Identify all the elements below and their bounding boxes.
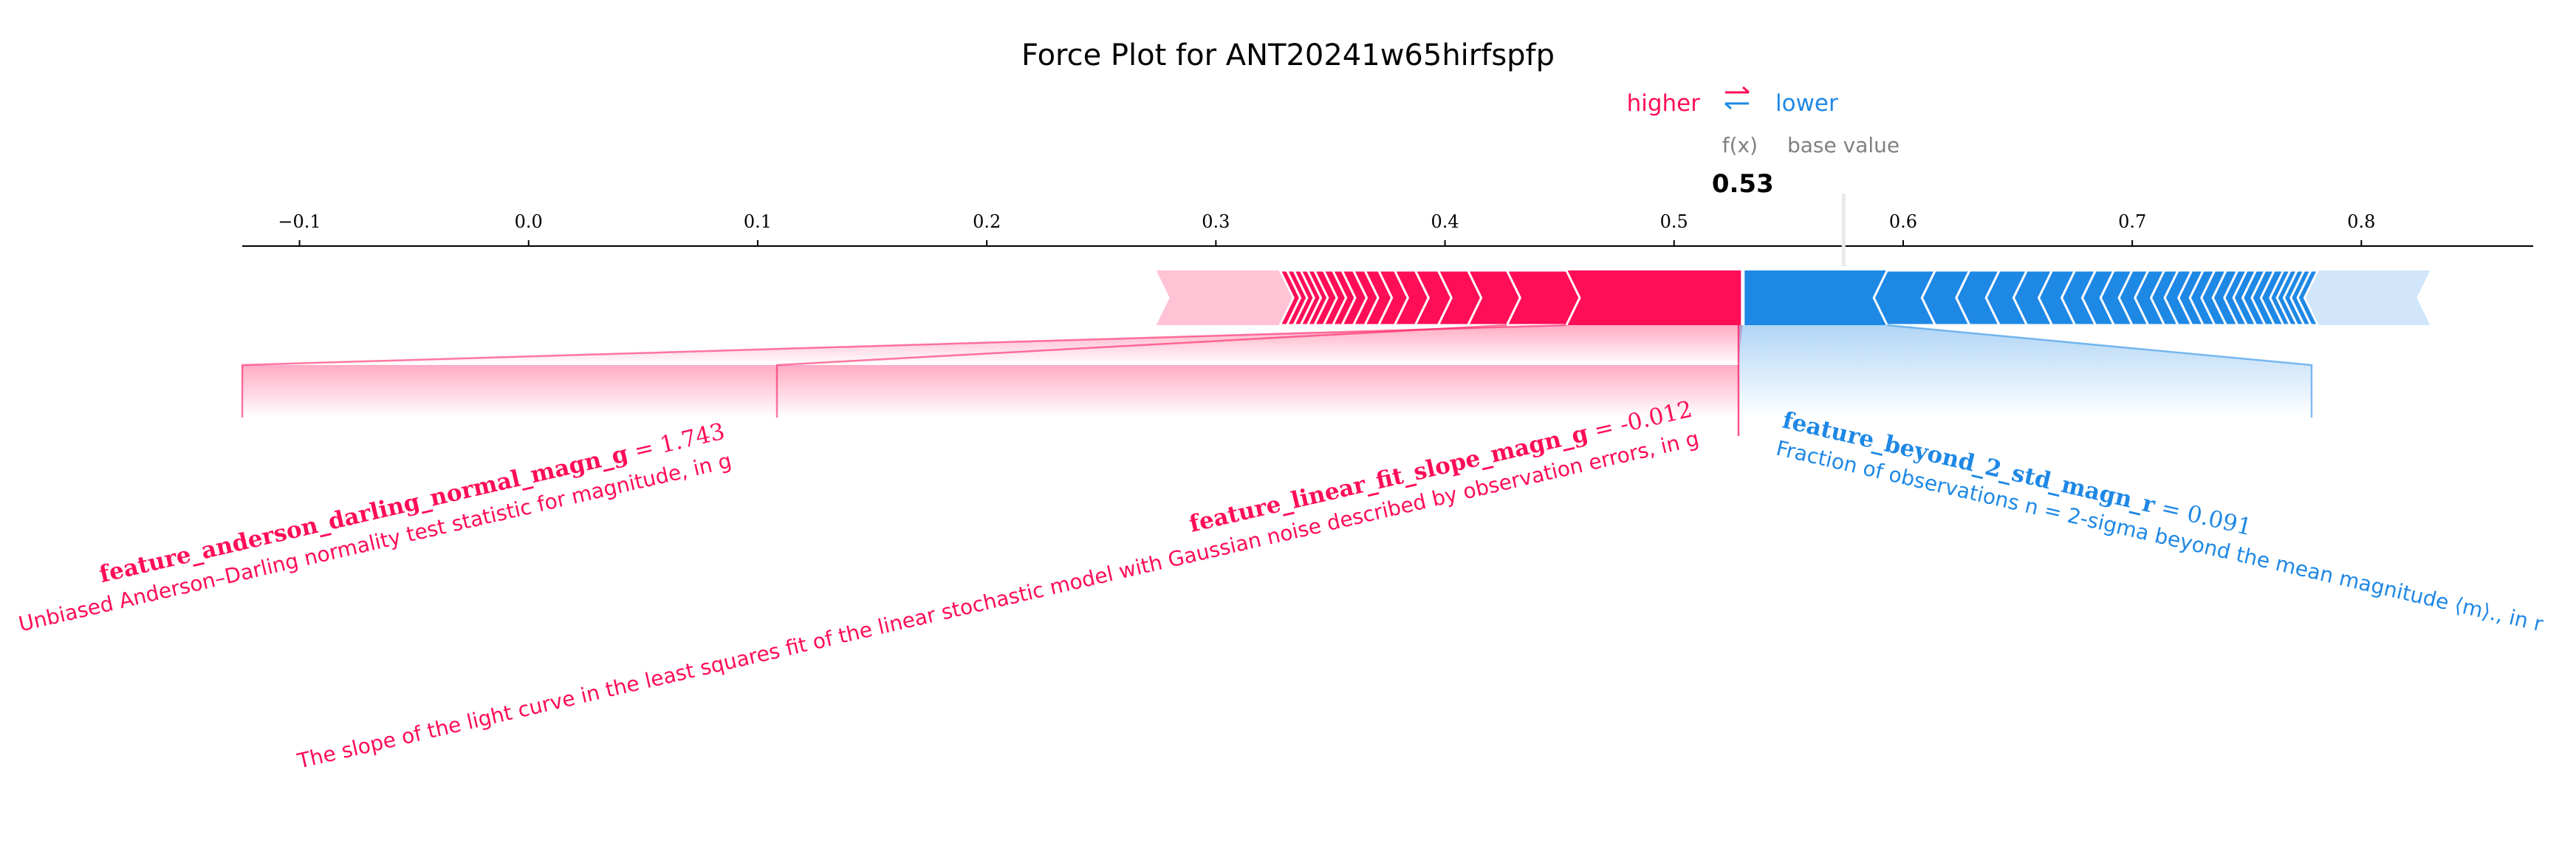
connector-line-anderson [241, 324, 1566, 418]
annotation-anderson-darling: feature_anderson_darling_normal_magn_g =… [16, 418, 734, 637]
negative-connector-fill [1739, 325, 2312, 418]
negative-force-segment [2296, 269, 2320, 327]
annotation-beyond-2-std: feature_beyond_2_std_magn_r = 0.091 Frac… [1774, 407, 2546, 637]
annotation-description: Unbiased Anderson–Darling normality test… [16, 449, 734, 637]
x-axis-ticks: −0.1 0.0 0.1 0.2 0.3 0.4 0.5 0.6 0.7 0.8 [278, 211, 2375, 246]
positive-force-segment [1566, 270, 1743, 325]
positive-force-segment [1278, 269, 1302, 327]
x-tick-label: 0.8 [2347, 211, 2375, 232]
annotation-linear-fit-slope: feature_linear_fit_slope_magn_g = -0.012… [295, 396, 1702, 774]
annotation-connectors [241, 324, 2313, 436]
positive-connector-fill [242, 325, 1743, 365]
x-tick-label: 0.0 [515, 211, 543, 232]
chart-title: Force Plot for ANT20241w65hirfspfp [1021, 38, 1555, 72]
legend-lower: lower [1775, 90, 1838, 117]
legend-arrows-icon [1724, 86, 1750, 110]
x-tick-label: 0.4 [1431, 211, 1459, 232]
legend-higher: higher [1627, 90, 1701, 117]
x-tick-label: 0.5 [1660, 211, 1688, 232]
negative-force-segment [1742, 270, 1888, 325]
x-tick-label: 0.6 [1889, 211, 1917, 232]
svg-text:feature_anderson_darling_norma: feature_anderson_darling_normal_magn_g =… [97, 418, 727, 588]
x-tick-label: −0.1 [278, 211, 321, 232]
x-tick-label: 0.1 [744, 211, 772, 232]
fx-value-label: 0.53 [1712, 169, 1774, 199]
force-bars [1156, 269, 2431, 327]
base-value-label: base value [1787, 133, 1900, 157]
fx-label: f(x) [1722, 133, 1758, 157]
x-tick-label: 0.7 [2118, 211, 2146, 232]
connector-line-beyond [1887, 324, 2313, 418]
x-tick-label: 0.2 [973, 211, 1001, 232]
connector-line-slope [775, 324, 1507, 418]
x-tick-label: 0.3 [1202, 211, 1230, 232]
annotation-description: Fraction of observations n = 2-sigma bey… [1774, 436, 2546, 637]
positive-connector-fill [242, 365, 1739, 418]
